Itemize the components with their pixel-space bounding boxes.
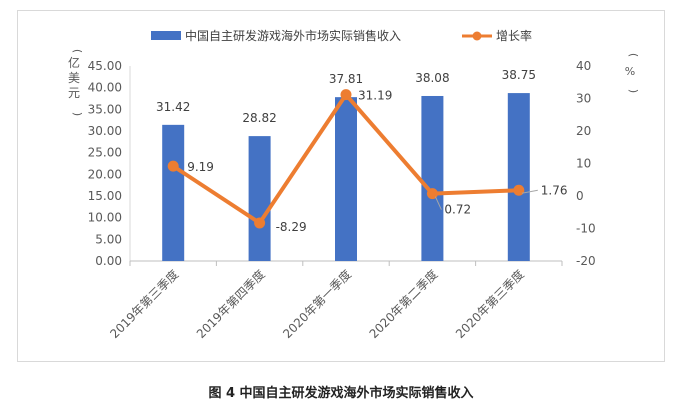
legend-line-label: 增长率 <box>496 28 532 43</box>
growth-point <box>426 188 438 200</box>
growth-value-label: 0.72 <box>444 203 471 217</box>
y-left-tick-label: 35.00 <box>88 102 122 116</box>
growth-point <box>167 160 179 172</box>
legend-bar-swatch <box>151 31 181 40</box>
y-right-tick-label: -10 <box>576 222 596 236</box>
y-left-tick-label: 0.00 <box>95 254 122 268</box>
y-left-label-char: 元 <box>68 86 80 100</box>
bar <box>421 95 444 261</box>
y-right-tick-label: 20 <box>576 124 591 138</box>
y-right-label: % <box>625 65 635 78</box>
y-right-tick-label: 40 <box>576 59 591 73</box>
y-right-tick-label: 10 <box>576 157 591 171</box>
chart-frame: 0.00 5.00 10.00 15.00 20.00 25.00 30.00 35.00 40… <box>17 10 665 362</box>
y-left-tick-label: 5.00 <box>95 232 122 246</box>
y-left-paren-close: ) <box>71 112 84 116</box>
y-right-paren-close: ) <box>627 89 640 93</box>
y-right-paren-open: ( <box>627 53 640 57</box>
y-right-tick-label: -20 <box>576 254 596 268</box>
bar <box>162 124 185 261</box>
growth-value-label: 9.19 <box>187 160 214 174</box>
y-left-tick-label: 40.00 <box>88 81 122 95</box>
bar-value-label: 38.75 <box>502 68 536 82</box>
figure-caption: 图 4 中国自主研发游戏海外市场实际销售收入 <box>208 386 474 401</box>
bar-value-label: 31.42 <box>156 100 190 114</box>
y-left-paren-open: ( <box>71 49 84 53</box>
x-category-label: 2020年第一季度 <box>279 267 354 342</box>
y-left-tick-label: 15.00 <box>88 189 122 203</box>
bar-value-label: 37.81 <box>329 72 363 86</box>
bar-value-label: 28.82 <box>242 111 276 125</box>
growth-point <box>340 89 352 101</box>
x-category-label: 2020年第二季度 <box>366 267 441 342</box>
y-left-tick-label: 10.00 <box>88 211 122 225</box>
data-label-leader <box>434 196 442 210</box>
bar <box>507 93 530 261</box>
bar-value-label: 38.08 <box>415 71 449 85</box>
y-left-tick-label: 25.00 <box>88 146 122 160</box>
growth-point <box>513 184 525 196</box>
bar <box>248 136 271 261</box>
y-right-tick-label: 0 <box>576 189 584 203</box>
y-left-tick-label: 20.00 <box>88 167 122 181</box>
legend-line-marker <box>472 31 482 41</box>
x-category-label: 2020年第三季度 <box>452 267 527 342</box>
combo-chart: 0.00 5.00 10.00 15.00 20.00 25.00 30.00 35.00 40… <box>68 28 640 342</box>
growth-point <box>254 217 266 229</box>
y-left-tick-label: 30.00 <box>88 124 122 138</box>
y-left-tick-label: 45.00 <box>88 59 122 73</box>
growth-value-label: 1.76 <box>541 183 568 197</box>
growth-value-label: -8.29 <box>276 220 307 234</box>
y-left-label-char: 亿 <box>68 55 80 70</box>
data-label-leader <box>521 189 538 194</box>
legend-bar-label: 中国自主研发游戏海外市场实际销售收入 <box>185 28 401 43</box>
bar <box>335 97 357 261</box>
growth-value-label: 31.19 <box>358 89 392 103</box>
y-right-tick-label: 30 <box>576 92 591 106</box>
x-category-label: 2019年第四季度 <box>193 267 268 342</box>
y-left-label-char: 美 <box>68 71 80 85</box>
x-category-label: 2019年第三季度 <box>107 267 182 342</box>
